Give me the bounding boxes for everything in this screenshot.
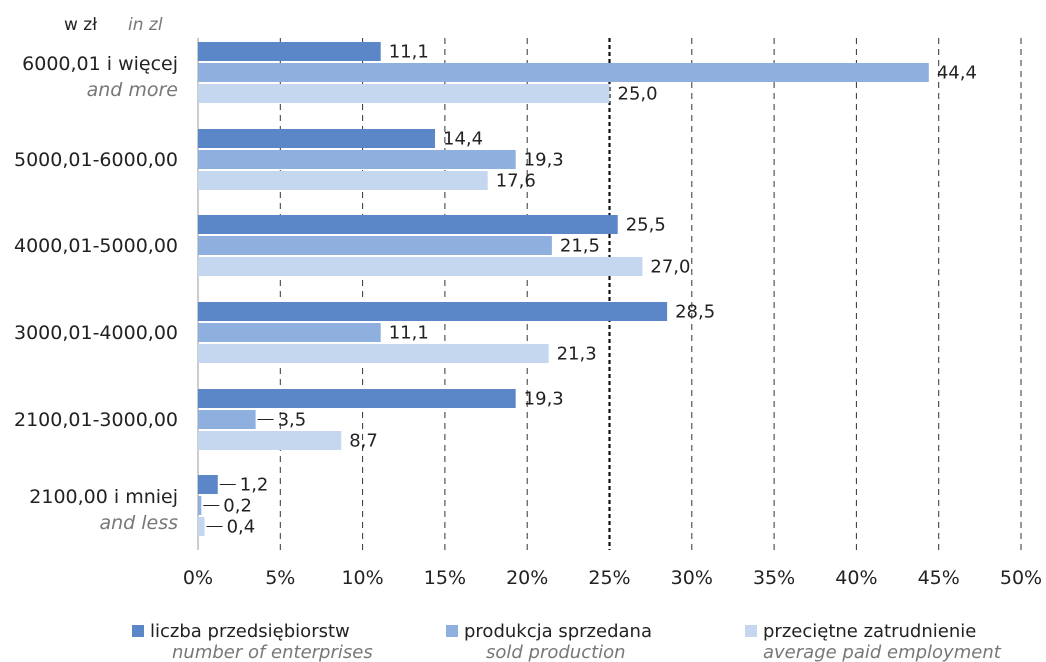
category-label: 2100,01-3000,00 bbox=[14, 409, 178, 431]
x-tick-label: 35% bbox=[753, 567, 795, 589]
category-label-en: and more bbox=[87, 79, 178, 101]
bar bbox=[198, 236, 552, 255]
legend-label-en: number of enterprises bbox=[172, 642, 373, 662]
bar bbox=[198, 389, 516, 408]
bar bbox=[198, 171, 488, 190]
bar bbox=[198, 431, 342, 450]
value-label: 11,1 bbox=[389, 42, 429, 63]
value-label: 3,5 bbox=[278, 410, 307, 431]
category-label: 4000,01-5000,00 bbox=[14, 235, 178, 257]
x-tick-label: 50% bbox=[1000, 567, 1042, 589]
bar bbox=[198, 323, 381, 342]
x-axis-ticks: 0% 5% 10% 15% 20% 25% 30% 35% 40% 45% 50% bbox=[183, 567, 1042, 589]
category-label: 6000,01 i więcej bbox=[22, 53, 178, 75]
value-label: 1,2 bbox=[240, 475, 269, 496]
bar bbox=[198, 517, 205, 536]
legend-label: liczba przedsiębiorstw bbox=[150, 621, 350, 642]
value-label: 19,3 bbox=[524, 389, 564, 410]
x-tick-label: 20% bbox=[506, 567, 548, 589]
value-label: 44,4 bbox=[937, 63, 977, 84]
x-tick-label: 10% bbox=[341, 567, 383, 589]
bar bbox=[198, 215, 618, 234]
value-label: 25,0 bbox=[618, 84, 658, 105]
legend-label: produkcja sprzedana bbox=[464, 621, 652, 642]
x-tick-label: 15% bbox=[424, 567, 466, 589]
value-label: 0,4 bbox=[227, 517, 256, 538]
legend-label: przeciętne zatrudnienie bbox=[763, 621, 976, 642]
bar bbox=[198, 344, 549, 363]
unit-label-en: in zl bbox=[128, 15, 163, 35]
value-label: 27,0 bbox=[650, 257, 690, 278]
category-label-en: and less bbox=[99, 512, 178, 534]
legend-label-en: average paid employment bbox=[763, 642, 1002, 662]
value-label: 21,5 bbox=[560, 236, 600, 257]
legend-swatch bbox=[132, 625, 144, 637]
bar bbox=[198, 410, 256, 429]
bar bbox=[198, 42, 381, 61]
category-label: 3000,01-4000,00 bbox=[14, 322, 178, 344]
x-tick-label: 30% bbox=[671, 567, 713, 589]
unit-label: w zł in zl bbox=[64, 15, 163, 35]
value-label: 14,4 bbox=[443, 129, 483, 150]
value-labels: 11,144,425,014,419,317,625,521,527,028,5… bbox=[203, 42, 977, 538]
bar bbox=[198, 84, 610, 103]
grid-lines bbox=[197, 38, 1022, 550]
value-label: 11,1 bbox=[389, 323, 429, 344]
value-label: 17,6 bbox=[496, 171, 536, 192]
x-tick-label: 45% bbox=[918, 567, 960, 589]
bar bbox=[198, 302, 668, 321]
value-label: 21,3 bbox=[557, 344, 597, 365]
x-tick-label: 0% bbox=[183, 567, 213, 589]
x-tick-label: 25% bbox=[588, 567, 630, 589]
legend-swatch bbox=[745, 625, 757, 637]
category-labels: 6000,01 i więcej and more 5000,01-6000,00 4… bbox=[14, 53, 178, 534]
category-label: 2100,00 i mniej bbox=[29, 486, 178, 508]
x-tick-label: 40% bbox=[835, 567, 877, 589]
unit-label-pl: w zł bbox=[64, 15, 97, 35]
bar bbox=[198, 129, 436, 148]
value-label: 28,5 bbox=[675, 302, 715, 323]
bar bbox=[198, 257, 643, 276]
value-label: 0,2 bbox=[223, 496, 252, 517]
legend-swatch bbox=[446, 625, 458, 637]
bar bbox=[198, 496, 202, 515]
legend-label-en: sold production bbox=[486, 642, 626, 662]
bar bbox=[198, 63, 929, 82]
bar bbox=[198, 150, 516, 169]
value-label: 19,3 bbox=[524, 150, 564, 171]
bar bbox=[198, 475, 218, 494]
x-tick-label: 5% bbox=[265, 567, 295, 589]
value-label: 8,7 bbox=[349, 431, 378, 452]
value-label: 25,5 bbox=[626, 215, 666, 236]
category-label: 5000,01-6000,00 bbox=[14, 149, 178, 171]
bars bbox=[198, 42, 929, 536]
